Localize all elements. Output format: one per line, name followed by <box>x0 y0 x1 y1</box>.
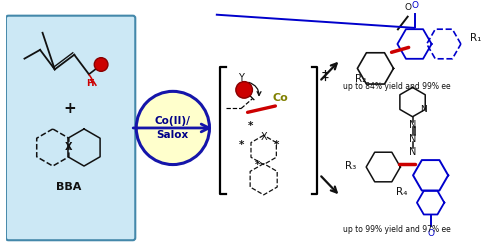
Text: Y: Y <box>238 73 244 83</box>
Text: +: + <box>63 101 76 116</box>
Text: H: H <box>86 78 94 88</box>
Text: up to 84% yield and 99% ee: up to 84% yield and 99% ee <box>342 82 450 91</box>
Text: N: N <box>409 134 416 144</box>
Circle shape <box>94 58 108 71</box>
Text: O: O <box>404 3 411 12</box>
Text: BBA: BBA <box>56 182 81 192</box>
Text: Co: Co <box>272 93 288 103</box>
Text: O: O <box>427 229 434 238</box>
Circle shape <box>236 82 252 98</box>
Text: X: X <box>260 132 267 142</box>
Text: R₂: R₂ <box>355 74 366 84</box>
Text: *: * <box>238 140 244 150</box>
Text: up to 99% yield and 97% ee: up to 99% yield and 97% ee <box>342 225 450 234</box>
Text: *: * <box>274 140 280 150</box>
Text: N: N <box>409 120 416 130</box>
Text: R₁: R₁ <box>470 33 481 43</box>
Text: N: N <box>409 147 416 157</box>
Text: R₃: R₃ <box>344 160 356 170</box>
Text: R₄: R₄ <box>396 186 407 196</box>
Circle shape <box>136 91 210 164</box>
Text: X: X <box>64 142 72 152</box>
Text: O: O <box>411 1 418 10</box>
Text: *: * <box>254 160 260 170</box>
Text: *: * <box>248 120 254 130</box>
Text: N: N <box>420 105 426 114</box>
Text: ‡: ‡ <box>322 70 328 84</box>
Text: Co(II)/
Salox: Co(II)/ Salox <box>155 116 191 140</box>
FancyBboxPatch shape <box>6 16 136 240</box>
